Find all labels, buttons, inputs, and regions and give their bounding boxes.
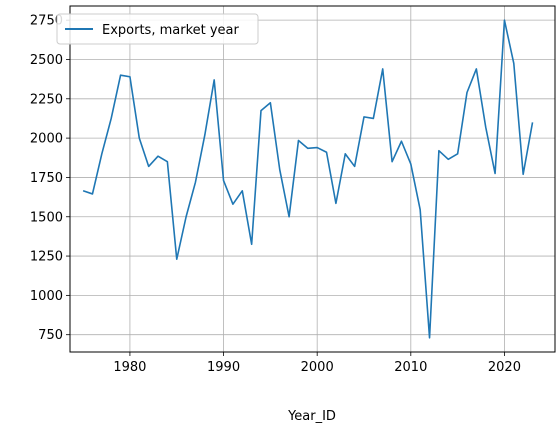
grid-lines bbox=[70, 6, 555, 352]
x-tick-label: 2020 bbox=[488, 360, 521, 375]
y-tick-label: 750 bbox=[38, 328, 63, 343]
y-tick-label: 1750 bbox=[30, 171, 63, 186]
y-tick-label: 2250 bbox=[30, 92, 63, 107]
y-tick-label: 2750 bbox=[30, 14, 63, 29]
x-tick-label: 1980 bbox=[113, 360, 146, 375]
y-axis: 750 1000 1250 1500 1750 2000 2250 2500 2750 bbox=[30, 14, 70, 343]
x-tick-label: 2000 bbox=[301, 360, 334, 375]
y-tick-label: 1500 bbox=[30, 210, 63, 225]
x-tick-label: 1990 bbox=[207, 360, 240, 375]
series-line bbox=[82, 19, 534, 339]
y-tick-label: 2000 bbox=[30, 132, 63, 147]
y-tick-label: 2500 bbox=[30, 53, 63, 68]
legend: Exports, market year bbox=[56, 13, 259, 45]
legend-entry-label: Exports, market year bbox=[102, 23, 240, 38]
x-tick-label: 2010 bbox=[394, 360, 427, 375]
plot-background bbox=[70, 6, 555, 352]
legend-box bbox=[56, 13, 259, 45]
series-group bbox=[82, 19, 534, 339]
y-tick-label: 1250 bbox=[30, 250, 63, 265]
y-tick-label: 1000 bbox=[30, 289, 63, 304]
x-axis: 1980 1990 2000 2010 2020 bbox=[113, 352, 521, 375]
plot-frame bbox=[69, 5, 556, 353]
x-axis-label: Year_ID bbox=[287, 409, 336, 424]
